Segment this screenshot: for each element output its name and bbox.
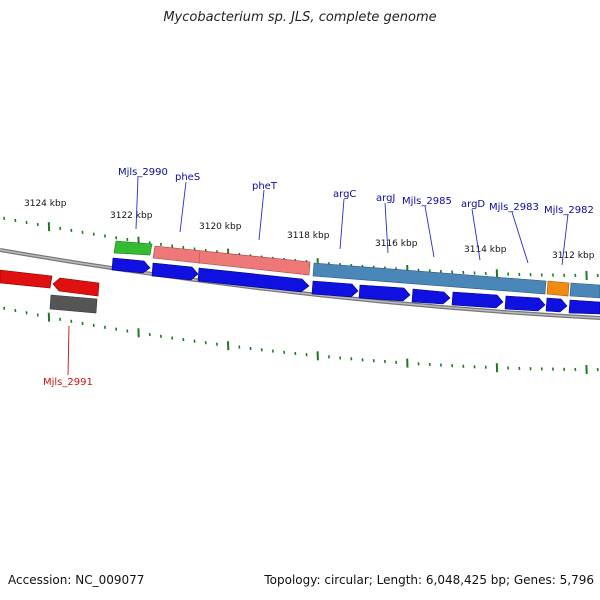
map-title: Mycobacterium sp. JLS, complete genome (163, 10, 437, 25)
label-leaders (135, 176, 569, 266)
gene-labels: Mjls_2990 pheS pheT argC argJ Mjls_2985 … (118, 167, 594, 216)
gene-label[interactable]: argC (333, 189, 356, 200)
gene-label[interactable]: Mjls_2983 (489, 202, 539, 213)
scale-label: 3122 kbp (110, 211, 153, 221)
genome-backbone (0, 248, 600, 320)
gene-label[interactable]: argJ (376, 193, 395, 204)
forward-cds-track (111, 257, 600, 315)
feature-grey[interactable] (49, 294, 98, 314)
gene-label[interactable]: argD (461, 199, 485, 210)
scale-label: 3118 kbp (287, 231, 330, 241)
gene-label[interactable]: Mjls_2990 (118, 167, 168, 178)
cds-arrow[interactable] (545, 297, 568, 313)
scale-label: 3112 kbp (552, 251, 595, 261)
gene-label[interactable]: pheT (252, 181, 278, 192)
feature-steelblue[interactable] (312, 262, 547, 295)
reverse-cds-track (0, 269, 100, 314)
feature-band-upper (113, 240, 600, 299)
feature-steelblue-2[interactable] (569, 282, 600, 299)
gene-label-red[interactable]: Mjls_2991 (43, 377, 93, 388)
cds-arrow[interactable] (451, 291, 504, 309)
cds-arrow[interactable] (111, 257, 151, 274)
scale-labels: 3124 kbp 3122 kbp 3120 kbp 3118 kbp 3116… (24, 199, 595, 261)
cds-arrow-reverse[interactable] (52, 277, 100, 297)
label-leader-red (67, 325, 70, 376)
inner-tick-ring (3, 306, 599, 375)
gene-label[interactable]: Mjls_2985 (402, 196, 452, 207)
cds-arrow[interactable] (568, 299, 600, 315)
gene-label[interactable]: pheS (175, 172, 200, 183)
cds-arrow[interactable] (311, 280, 359, 298)
cds-arrow[interactable] (411, 288, 451, 305)
scale-label: 3114 kbp (464, 245, 507, 255)
scale-label: 3124 kbp (24, 199, 67, 209)
accession-text: Accession: NC_009077 (8, 573, 145, 587)
feature-salmon[interactable] (152, 245, 311, 276)
feature-orange[interactable] (546, 280, 570, 297)
gene-label[interactable]: Mjls_2982 (544, 205, 594, 216)
cds-arrow[interactable] (504, 295, 546, 312)
cds-arrow-reverse[interactable] (0, 269, 53, 289)
scale-label: 3116 kbp (375, 239, 418, 249)
feature-green[interactable] (113, 240, 153, 256)
cds-arrow[interactable] (197, 267, 310, 293)
scale-label: 3120 kbp (199, 222, 242, 232)
genome-summary-text: Topology: circular; Length: 6,048,425 bp… (264, 573, 594, 587)
cds-arrow[interactable] (358, 284, 411, 302)
cds-arrow[interactable] (151, 262, 199, 281)
